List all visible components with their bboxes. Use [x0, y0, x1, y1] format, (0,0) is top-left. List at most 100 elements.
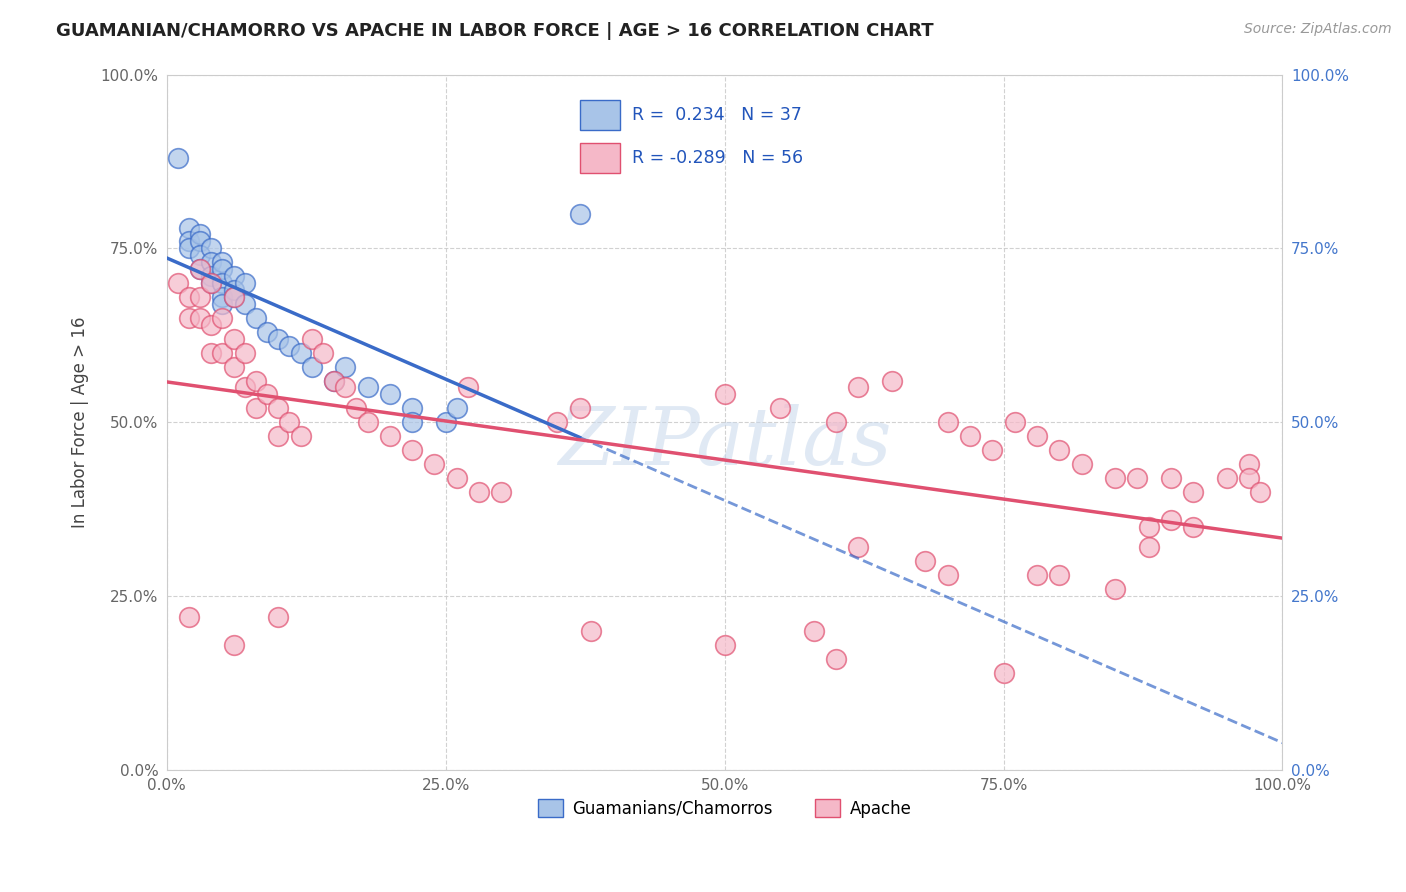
- Point: [981, 443, 1004, 458]
- Point: [378, 387, 401, 401]
- Point: [446, 401, 468, 416]
- Point: [200, 276, 222, 290]
- Point: [323, 374, 346, 388]
- Point: [568, 401, 591, 416]
- Point: [378, 429, 401, 443]
- Point: [211, 345, 233, 359]
- Point: [344, 401, 367, 416]
- Point: [267, 401, 290, 416]
- Point: [335, 380, 357, 394]
- Point: [222, 269, 245, 284]
- Point: [568, 206, 591, 220]
- Point: [1160, 471, 1182, 485]
- Point: [546, 415, 568, 429]
- Point: [803, 624, 825, 638]
- Point: [200, 276, 222, 290]
- Point: [278, 339, 301, 353]
- Point: [335, 359, 357, 374]
- Point: [825, 415, 848, 429]
- Point: [188, 227, 211, 242]
- Point: [233, 380, 256, 394]
- Point: [1104, 582, 1126, 597]
- Point: [1182, 484, 1205, 499]
- Point: [1215, 471, 1237, 485]
- Point: [301, 332, 323, 346]
- Point: [434, 415, 457, 429]
- Point: [1182, 519, 1205, 533]
- Point: [468, 484, 491, 499]
- Point: [200, 241, 222, 255]
- Point: [848, 380, 870, 394]
- Point: [200, 255, 222, 269]
- Point: [356, 415, 378, 429]
- Point: [267, 332, 290, 346]
- Point: [177, 310, 200, 325]
- Point: [233, 345, 256, 359]
- Point: [222, 290, 245, 304]
- Point: [222, 283, 245, 297]
- Point: [993, 665, 1015, 680]
- Point: [491, 484, 513, 499]
- Point: [256, 387, 278, 401]
- Point: [278, 415, 301, 429]
- Point: [166, 151, 188, 165]
- Point: [356, 380, 378, 394]
- Point: [211, 290, 233, 304]
- Point: [290, 429, 312, 443]
- Point: [177, 290, 200, 304]
- Point: [222, 359, 245, 374]
- Point: [211, 255, 233, 269]
- Point: [1047, 443, 1070, 458]
- Point: [245, 374, 267, 388]
- Point: [188, 290, 211, 304]
- Point: [200, 269, 222, 284]
- Point: [401, 415, 423, 429]
- Point: [211, 262, 233, 277]
- Point: [245, 401, 267, 416]
- Point: [256, 325, 278, 339]
- Point: [188, 310, 211, 325]
- Point: [177, 235, 200, 249]
- Point: [713, 638, 735, 652]
- Point: [1160, 513, 1182, 527]
- Point: [579, 624, 602, 638]
- Point: [446, 471, 468, 485]
- Point: [312, 345, 335, 359]
- Point: [188, 262, 211, 277]
- Point: [1104, 471, 1126, 485]
- Point: [825, 651, 848, 665]
- Point: [1004, 415, 1026, 429]
- Point: [267, 429, 290, 443]
- Point: [401, 401, 423, 416]
- Point: [211, 310, 233, 325]
- Point: [188, 235, 211, 249]
- Point: [936, 568, 959, 582]
- Point: [211, 276, 233, 290]
- Point: [713, 387, 735, 401]
- Point: [222, 290, 245, 304]
- Point: [1026, 568, 1049, 582]
- Point: [233, 297, 256, 311]
- Legend: Guamanians/Chamorros, Apache: Guamanians/Chamorros, Apache: [531, 793, 918, 824]
- Point: [211, 297, 233, 311]
- Point: [769, 401, 792, 416]
- Text: ZIPatlas: ZIPatlas: [558, 404, 891, 482]
- Y-axis label: In Labor Force | Age > 16: In Labor Force | Age > 16: [72, 317, 89, 528]
- Point: [423, 457, 446, 471]
- Point: [188, 262, 211, 277]
- Point: [848, 541, 870, 555]
- Point: [914, 554, 936, 568]
- Point: [959, 429, 981, 443]
- Point: [245, 310, 267, 325]
- Point: [177, 241, 200, 255]
- Point: [323, 374, 346, 388]
- Point: [200, 345, 222, 359]
- Point: [301, 359, 323, 374]
- Point: [188, 248, 211, 262]
- Point: [401, 443, 423, 458]
- Point: [222, 332, 245, 346]
- Point: [177, 220, 200, 235]
- Point: [1026, 429, 1049, 443]
- Point: [880, 374, 903, 388]
- Point: [1237, 457, 1260, 471]
